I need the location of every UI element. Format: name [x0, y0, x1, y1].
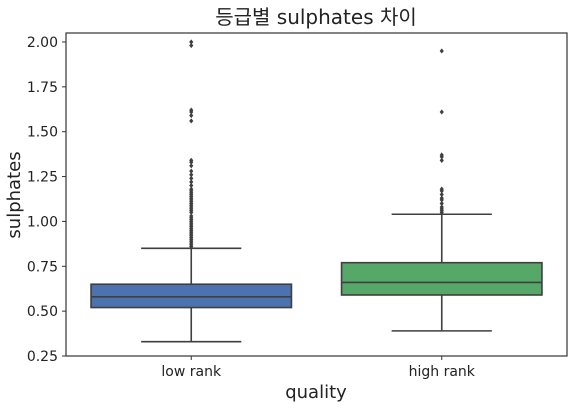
- outlier-point: [189, 163, 194, 169]
- outlier-point: [189, 39, 194, 45]
- outlier-point: [189, 172, 194, 178]
- outlier-point: [439, 152, 444, 158]
- y-axis-label: sulphates: [4, 151, 25, 238]
- y-tick-label: 1.75: [27, 80, 58, 96]
- outlier-point: [439, 204, 444, 210]
- outlier-point: [439, 48, 444, 54]
- outlier-point: [439, 109, 444, 115]
- outlier-point: [189, 168, 194, 174]
- outlier-point: [189, 107, 194, 113]
- outlier-point: [189, 186, 194, 192]
- outlier-point: [189, 157, 194, 164]
- x-axis-label: quality: [285, 382, 347, 403]
- outlier-point: [189, 42, 194, 49]
- outlier-point: [439, 195, 444, 201]
- y-tick-label: 1.50: [27, 125, 58, 141]
- outlier-point: [189, 118, 194, 124]
- outlier-point: [439, 157, 444, 164]
- outlier-point: [189, 179, 194, 185]
- chart-title: 등급별 sulphates 차이: [215, 5, 417, 29]
- plot-layer: 0.25 0.50 0.75 1.00 1.25 1.50 1.75 2.00 low rank…: [27, 35, 543, 380]
- x-tick-label: low rank: [161, 364, 222, 380]
- outlier-point: [189, 182, 194, 189]
- plot-frame: [65, 32, 568, 357]
- outlier-point: [439, 191, 444, 198]
- y-tick-label: 0.25: [27, 349, 58, 365]
- box-low-rank: [90, 283, 293, 309]
- x-tick-label: high rank: [409, 364, 476, 380]
- outlier-point: [439, 186, 444, 192]
- box-high-rank: [340, 261, 543, 296]
- outlier-point: [189, 213, 194, 219]
- y-tick-label: 0.50: [27, 304, 58, 320]
- y-tick-label: 1.00: [27, 214, 58, 230]
- outlier-point: [439, 200, 444, 207]
- y-tick-label: 0.75: [27, 259, 58, 275]
- y-tick-label: 1.25: [27, 170, 58, 186]
- y-tick-label: 2.00: [27, 35, 58, 51]
- outlier-point: [189, 112, 194, 119]
- outlier-point: [189, 175, 194, 181]
